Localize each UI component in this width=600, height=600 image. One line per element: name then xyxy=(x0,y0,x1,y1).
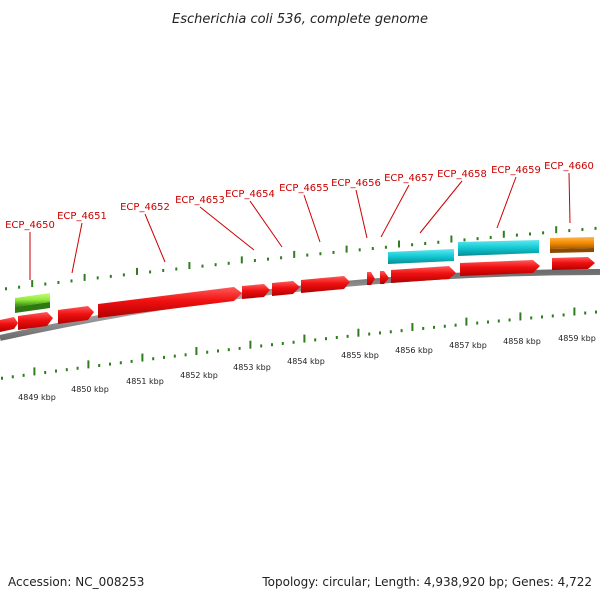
scale-label-track: 4849 kbp 4850 kbp 4851 kbp 4852 kbp 4853 kbp… xyxy=(18,334,596,402)
map-title: Escherichia coli 536, complete genome xyxy=(172,12,428,27)
gene-label: ECP_4654 xyxy=(225,189,275,200)
cds-arrow xyxy=(301,276,350,293)
cds-arrow xyxy=(98,287,242,318)
scale-label: 4859 kbp xyxy=(558,334,596,343)
scale-label: 4857 kbp xyxy=(449,341,487,350)
scale-tick-track xyxy=(1,307,597,380)
scale-label: 4852 kbp xyxy=(180,371,218,380)
misc-feature-shadow xyxy=(15,302,50,313)
cds-arrow xyxy=(242,284,270,299)
misc-feature xyxy=(15,293,50,307)
genome-backbone xyxy=(0,269,600,341)
scale-label: 4854 kbp xyxy=(287,357,325,366)
label-leader xyxy=(71,222,83,274)
gene-label: ECP_4659 xyxy=(491,165,541,176)
label-leader-lines xyxy=(29,172,571,280)
gene-label: ECP_4653 xyxy=(175,195,225,206)
rrna-feature xyxy=(550,237,594,249)
gene-label: ECP_4652 xyxy=(120,202,170,213)
gene-label: ECP_4656 xyxy=(331,178,381,189)
gene-label: ECP_4657 xyxy=(384,173,434,184)
cds-arrow xyxy=(391,266,456,283)
scale-label: 4853 kbp xyxy=(233,363,271,372)
label-leader xyxy=(419,180,463,234)
rna-feature xyxy=(388,249,454,264)
rna-feature xyxy=(458,240,539,256)
label-leader xyxy=(380,184,410,238)
label-leader xyxy=(303,194,321,243)
label-leader xyxy=(249,200,283,248)
genome-summary-text: Topology: circular; Length: 4,938,920 bp… xyxy=(261,575,592,589)
label-leader xyxy=(496,176,517,229)
gene-label: ECP_4658 xyxy=(437,169,487,180)
gene-label: ECP_4651 xyxy=(57,211,107,222)
cds-arrow xyxy=(272,281,300,296)
cds-arrow xyxy=(18,312,53,330)
scale-label: 4849 kbp xyxy=(18,393,56,402)
cds-arrow xyxy=(552,257,595,270)
label-leader xyxy=(144,213,166,263)
feature-track xyxy=(0,237,595,332)
scale-label: 4850 kbp xyxy=(71,385,109,394)
gene-label: ECP_4655 xyxy=(279,183,329,194)
gene-label: ECP_4660 xyxy=(544,161,594,172)
scale-label: 4856 kbp xyxy=(395,346,433,355)
cds-arrow xyxy=(58,306,94,324)
cds-arrow xyxy=(0,317,18,332)
label-leader xyxy=(199,206,255,251)
gene-label: ECP_4650 xyxy=(5,220,55,231)
label-leader xyxy=(568,172,571,224)
scale-label: 4858 kbp xyxy=(503,337,541,346)
accession-text: Accession: NC_008253 xyxy=(8,575,144,589)
cds-arrow xyxy=(380,271,389,284)
cds-arrow xyxy=(460,260,540,276)
cds-arrow xyxy=(367,272,375,285)
scale-label: 4855 kbp xyxy=(341,351,379,360)
outer-tick-track xyxy=(5,226,597,291)
label-leader xyxy=(355,189,368,239)
scale-label: 4851 kbp xyxy=(126,377,164,386)
rrna-feature-shadow xyxy=(550,248,594,253)
